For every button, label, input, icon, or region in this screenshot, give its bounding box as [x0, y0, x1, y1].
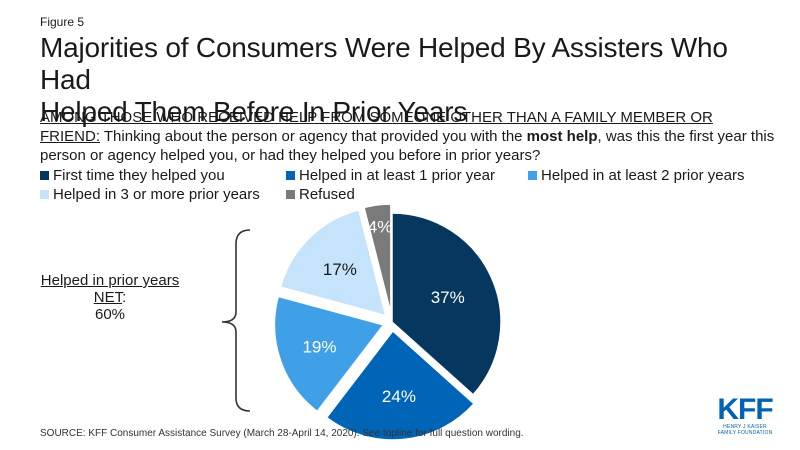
- legend-label: Helped in 3 or more prior years: [53, 186, 260, 203]
- legend-item-first-time: First time they helped you: [40, 166, 286, 185]
- legend-swatch: [40, 171, 49, 180]
- kff-logo-text: KFF: [717, 393, 773, 426]
- net-value: 60%: [94, 306, 126, 323]
- question-text-before: Thinking about the person or agency that…: [100, 128, 527, 145]
- net-summary: Helped in prior years NET: 60%: [30, 272, 190, 323]
- pie-slice-3: [279, 209, 387, 317]
- kff-logo-subline1: HENRY J KAISER: [723, 424, 767, 430]
- chart-legend: First time they helped you Helped in at …: [40, 166, 780, 204]
- net-label-line1: Helped in prior years: [40, 272, 180, 289]
- legend-swatch: [40, 190, 49, 199]
- legend-label: Helped in at least 2 prior years: [541, 167, 745, 184]
- figure-label: Figure 5: [40, 15, 85, 29]
- legend-swatch: [286, 190, 295, 199]
- question-subgroup-line1: AMONG THOSE WHO RECEIVED HELP FROM SOMEO…: [40, 109, 713, 126]
- legend-item-refused: Refused: [286, 185, 355, 204]
- question-text-after: , was this the first year this person or…: [40, 128, 775, 164]
- kff-logo-subline2: FAMILY FOUNDATION: [717, 430, 773, 436]
- chart-title: Majorities of Consumers Were Helped By A…: [40, 32, 780, 128]
- pie-data-label-2: 19%: [302, 338, 336, 357]
- net-bracket: [221, 229, 251, 412]
- question-subgroup-line2: FRIEND:: [40, 128, 100, 145]
- question-emphasis: most help: [526, 128, 598, 145]
- net-label-colon: :: [122, 289, 127, 306]
- legend-label: Refused: [299, 186, 355, 203]
- legend-swatch: [286, 171, 295, 180]
- survey-question: AMONG THOSE WHO RECEIVED HELP FROM SOMEO…: [40, 108, 780, 165]
- legend-label: Helped in at least 1 prior year: [299, 167, 495, 184]
- legend-item-2-prior-years: Helped in at least 2 prior years: [528, 166, 744, 185]
- pie-slice-1: [325, 329, 476, 441]
- pie-slice-2: [273, 295, 385, 413]
- legend-label: First time they helped you: [53, 167, 225, 184]
- pie-slice-0: [391, 212, 502, 396]
- legend-item-1-prior-year: Helped in at least 1 prior year: [286, 166, 528, 185]
- legend-item-3-prior-years: Helped in 3 or more prior years: [40, 185, 286, 204]
- legend-swatch: [528, 171, 537, 180]
- pie-data-label-3: 17%: [323, 260, 357, 279]
- kff-logo: KFF HENRY J KAISER FAMILY FOUNDATION: [715, 393, 775, 437]
- pie-data-label-4: 4%: [368, 218, 393, 237]
- chart-title-line1: Majorities of Consumers Were Helped By A…: [40, 32, 728, 95]
- pie-data-label-1: 24%: [382, 387, 416, 406]
- source-note: SOURCE: KFF Consumer Assistance Survey (…: [40, 428, 524, 439]
- chart-title-line2: Helped Them Before In Prior Years: [40, 96, 468, 127]
- net-label-line2: NET: [93, 289, 123, 306]
- pie-slice-4: [363, 203, 392, 314]
- pie-data-label-0: 37%: [431, 288, 465, 307]
